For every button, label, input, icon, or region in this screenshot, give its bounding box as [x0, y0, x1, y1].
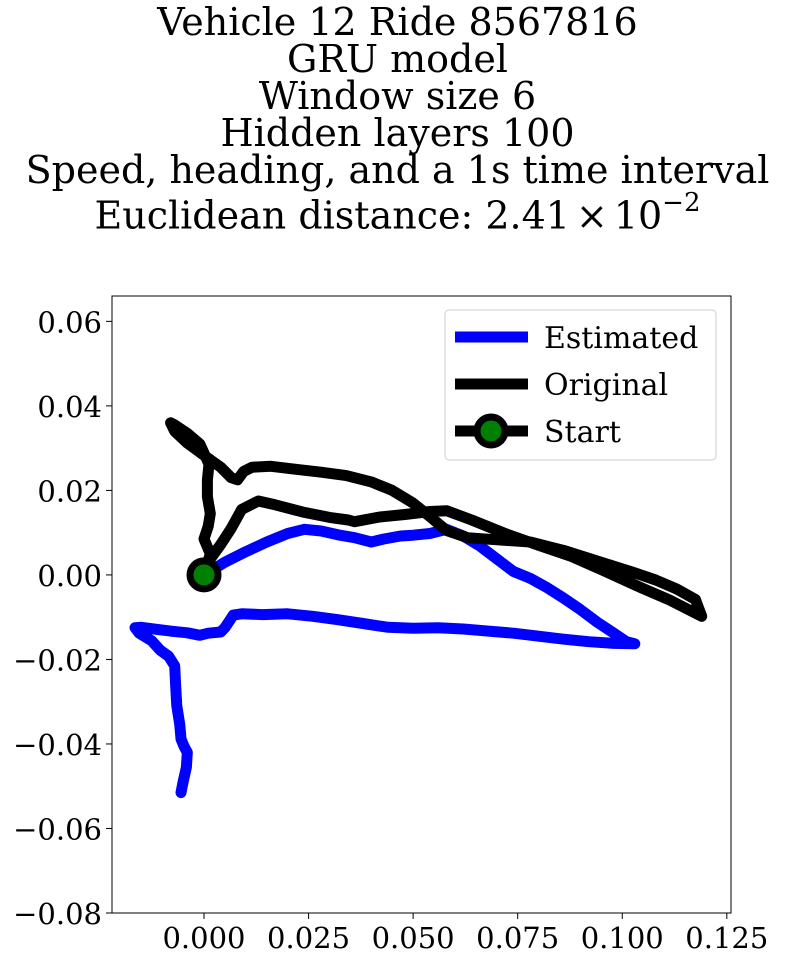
y-tick-label: 0.02 — [37, 474, 102, 508]
y-tick-label: −0.08 — [13, 897, 102, 931]
y-tick-label: −0.04 — [13, 728, 102, 762]
y-axis: −0.08 −0.06 −0.04 −0.02 0.00 0.02 0.04 0.06 — [13, 305, 112, 931]
title-base: 10 — [613, 193, 663, 238]
legend-marker-start — [473, 413, 509, 449]
legend-label-estimated: Estimated — [544, 321, 698, 356]
x-tick-label: 0.075 — [476, 921, 559, 955]
title-line-3: Window size 6 — [258, 74, 537, 118]
series-line-original — [165, 417, 708, 622]
title-line-6: Euclidean distance: 2.41 × 10−2 — [0, 188, 795, 238]
x-tick-label: 0.050 — [372, 921, 455, 955]
title-exponent: −2 — [662, 188, 701, 218]
x-tick-label: 0.025 — [267, 921, 350, 955]
x-tick-label: 0.100 — [581, 921, 664, 955]
title-line-2: GRU model — [287, 37, 508, 81]
y-tick-label: 0.06 — [37, 305, 102, 339]
legend: Estimated Original Start — [444, 309, 717, 461]
y-tick-label: −0.02 — [13, 643, 102, 677]
legend-box — [444, 309, 717, 461]
title-line-5: Speed, heading, and a 1s time interval — [25, 148, 770, 192]
x-tick-label: 0.000 — [162, 921, 245, 955]
y-tick-label: 0.00 — [37, 559, 102, 593]
legend-label-original: Original — [544, 368, 668, 403]
title-distance-prefix: Euclidean distance: 2.41 — [94, 193, 570, 238]
y-tick-label: 0.04 — [37, 390, 102, 424]
start-marker — [186, 557, 222, 593]
series-line-estimated — [129, 523, 641, 799]
title-times-sign: × — [575, 193, 608, 238]
title-line-4: Hidden layers 100 — [220, 111, 575, 155]
series-layer — [129, 417, 708, 799]
y-tick-label: −0.06 — [13, 812, 102, 846]
x-tick-label: 0.125 — [685, 921, 768, 955]
chart-title: Vehicle 12 Ride 8567816 GRU model Window… — [0, 0, 795, 238]
legend-label-start: Start — [544, 415, 621, 450]
x-axis: 0.000 0.025 0.050 0.075 0.100 0.125 — [162, 913, 768, 955]
plot-frame — [111, 295, 732, 914]
title-line-1: Vehicle 12 Ride 8567816 — [157, 0, 638, 44]
